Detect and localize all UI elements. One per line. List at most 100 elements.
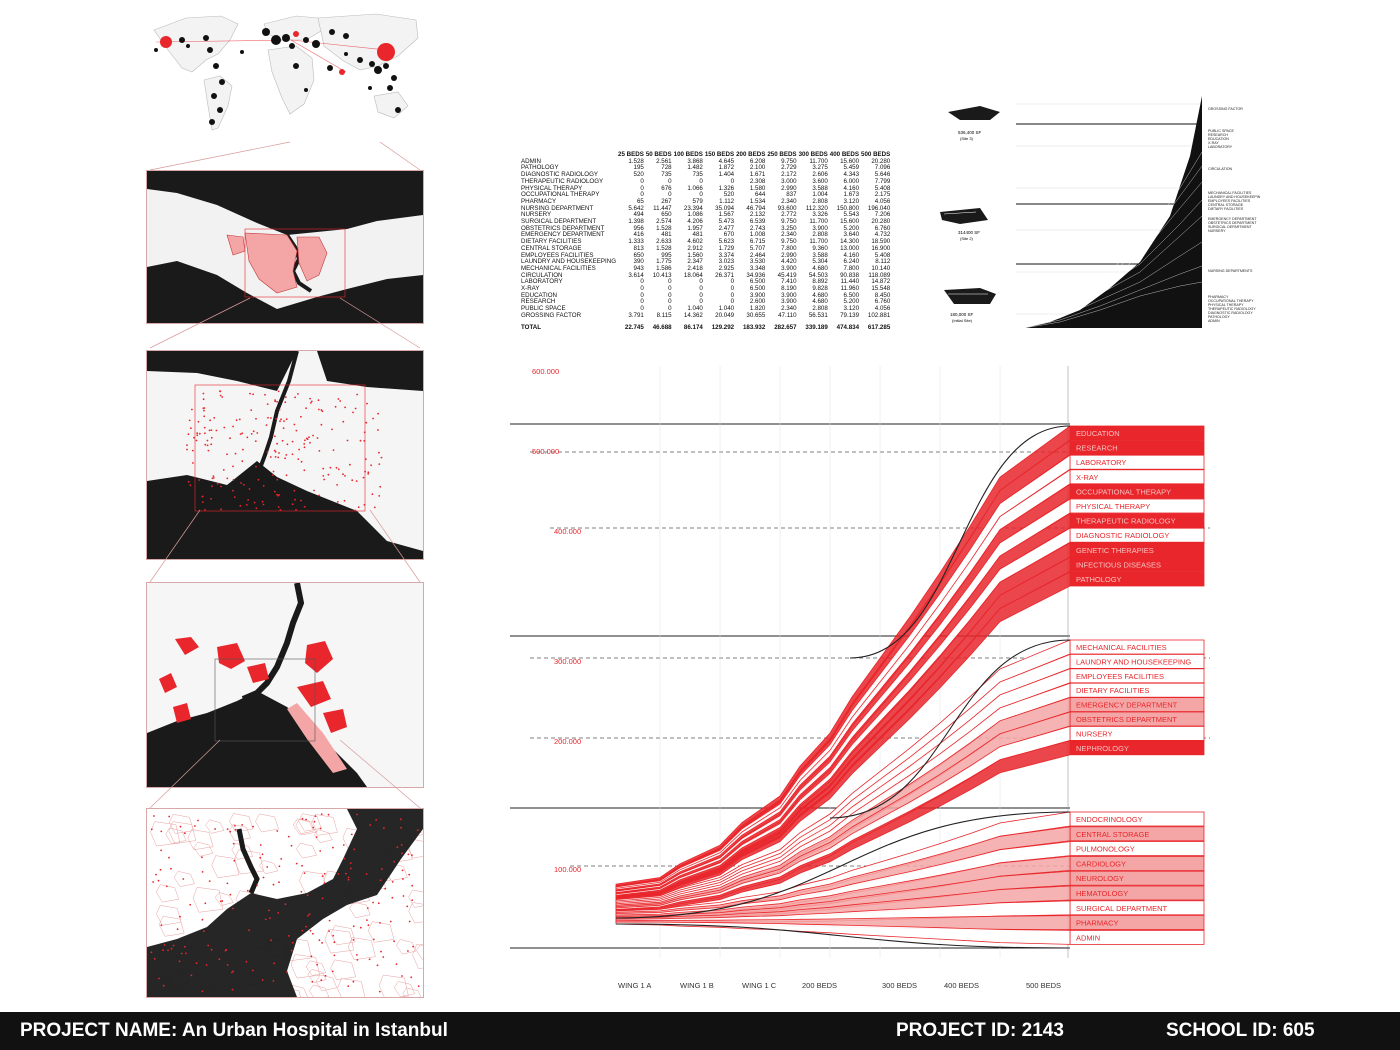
table-row: RESEARCH 0 0 0 0 2.600 3.900 4.680 5.200 6.760 — [520, 299, 891, 306]
table-cell: 670 — [723, 231, 735, 239]
y-tick-label: 300.000 — [554, 657, 581, 666]
table-cell: 15.548 — [871, 285, 891, 293]
table-total-cell: 46.688 — [652, 323, 672, 331]
table-cell: 0 — [640, 177, 644, 185]
table-total-cell: 474.834 — [836, 323, 860, 331]
table-total-cell: 339.189 — [805, 323, 828, 331]
table-cell: 8.115 — [656, 311, 672, 319]
table-cell: 735 — [692, 171, 703, 179]
table-cell: 735 — [661, 171, 672, 179]
table-cell: EMPLOYEES FACILITIES — [521, 251, 594, 259]
table-cell: 0 — [668, 191, 672, 199]
table-cell: 11.440 — [840, 278, 860, 286]
table-cell: 3.530 — [749, 258, 766, 266]
table-cell: 1.528 — [628, 157, 644, 165]
department-label: ADMIN — [1076, 933, 1100, 942]
table-cell: 5.642 — [628, 204, 644, 212]
table-cell: 0 — [699, 298, 703, 306]
table-cell: 6.500 — [749, 278, 766, 286]
table-row: SURGICAL DEPARTMENT 1.398 2.574 4.206 5.473 6… — [520, 218, 891, 226]
map-panel-hospitals — [146, 350, 424, 560]
table-cell: 520 — [723, 191, 735, 199]
table-cell: 3.900 — [781, 291, 797, 299]
table-cell: 0 — [730, 285, 735, 293]
table-cell: 1.580 — [749, 184, 766, 192]
table-cell: 3.640 — [843, 231, 860, 239]
table-row: OBSTETRICS DEPARTMENT 956 1.528 1.957 2.477 2… — [520, 224, 891, 233]
table-row: DIAGNOSTIC RADIOLOGY 520 735 735 1.404 1.671 2… — [520, 171, 891, 179]
table-cell: 3.588 — [812, 251, 828, 259]
table-cell: 47.110 — [778, 311, 797, 319]
table-header-cell: 200 BEDS — [736, 151, 766, 158]
table-cell: 5.459 — [843, 164, 860, 172]
department-label: OBSTETRICS DEPARTMENT — [1076, 715, 1177, 724]
department-label: PATHOLOGY — [1076, 575, 1122, 584]
department-label: PHARMACY — [1076, 919, 1119, 928]
table-cell: 11.700 — [809, 157, 828, 165]
table-cell: 0 — [640, 191, 644, 199]
table-cell: 15.600 — [840, 157, 860, 165]
table-cell: 2.340 — [781, 231, 797, 239]
table-cell: 0 — [640, 278, 644, 286]
y-tick-label: 200.000 — [554, 737, 581, 746]
table-cell: 5.707 — [749, 244, 766, 252]
table-cell: 6.500 — [843, 291, 860, 299]
table-cell: 7.096 — [874, 164, 891, 172]
table-cell: 93.600 — [777, 204, 797, 212]
table-cell: 520 — [633, 171, 644, 179]
table-cell: 2.175 — [874, 191, 891, 199]
table-cell: 4.732 — [874, 231, 891, 239]
table-cell: NURSERY — [521, 211, 552, 219]
table-cell: 3.600 — [812, 177, 828, 185]
table-cell: 10.413 — [652, 271, 672, 279]
site-area-3: 536,400 SF — [958, 130, 982, 135]
department-label: EDUCATION — [1076, 429, 1120, 438]
table-cell: 1.482 — [687, 164, 703, 172]
table-cell: 8.190 — [781, 285, 797, 293]
table-cell: 1.333 — [628, 238, 644, 246]
table-cell: OCCUPATIONAL THERAPY — [521, 191, 600, 199]
table-cell: 2.808 — [812, 305, 828, 313]
table-cell: 1.872 — [718, 164, 735, 172]
department-label: NEPHROLOGY — [1076, 744, 1129, 753]
small-chart-label: LABORATORY — [1208, 145, 1233, 149]
table-cell: 5.200 — [843, 298, 860, 306]
department-label: PHYSICAL THERAPY — [1076, 502, 1150, 511]
table-cell: 9.750 — [781, 238, 797, 246]
x-axis-label: 500 BEDS — [1026, 981, 1061, 990]
department-label: ENDOCRINOLOGY — [1076, 815, 1143, 824]
table-cell: LAUNDRY AND HOUSEKEEPING — [521, 258, 617, 266]
table-cell: 18.064 — [683, 271, 703, 279]
table-cell: 46.794 — [746, 204, 766, 212]
table-cell: 3.348 — [749, 264, 766, 272]
small-chart-label: PHYSICAL THERAPY — [1208, 303, 1244, 307]
table-cell: 5.408 — [874, 184, 891, 192]
table-cell: 11.700 — [809, 218, 828, 226]
table-cell: 1.086 — [687, 211, 703, 219]
table-cell: 644 — [755, 191, 766, 199]
small-chart-label: THERAPEUTIC RADIOLOGY — [1208, 307, 1256, 311]
table-cell: 7.800 — [843, 264, 860, 272]
table-total-row: TOTAL 22.745 46.688 86.174 129.292 183.932 282… — [520, 320, 891, 332]
table-row: MECHANICAL FACILITIES 943 1.586 2.418 2.925 3… — [520, 264, 891, 273]
table-cell: 0 — [699, 191, 703, 199]
hospital-location-markers — [154, 28, 401, 125]
small-chart-label: PHARMACY — [1208, 295, 1229, 299]
table-cell: 8.892 — [812, 278, 828, 286]
table-cell: 0 — [699, 291, 703, 299]
table-cell: 1.957 — [687, 224, 703, 232]
department-label: EMPLOYEES FACILITIES — [1076, 672, 1164, 681]
table-cell: 6.539 — [749, 218, 766, 226]
table-cell: 1.567 — [718, 211, 735, 219]
table-cell: 195 — [633, 164, 644, 172]
table-cell: 3.900 — [781, 298, 797, 306]
small-chart-label: ADMIN — [1208, 319, 1220, 323]
table-cell: 6.500 — [749, 285, 766, 293]
table-cell: 0 — [668, 291, 672, 299]
x-axis-label: 400 BEDS — [944, 981, 979, 990]
table-cell: PHARMACY — [521, 197, 557, 205]
table-cell: 650 — [661, 211, 672, 219]
table-cell: 6.760 — [874, 298, 891, 306]
table-cell: 102.881 — [867, 311, 891, 319]
table-cell: 2.464 — [749, 251, 766, 259]
